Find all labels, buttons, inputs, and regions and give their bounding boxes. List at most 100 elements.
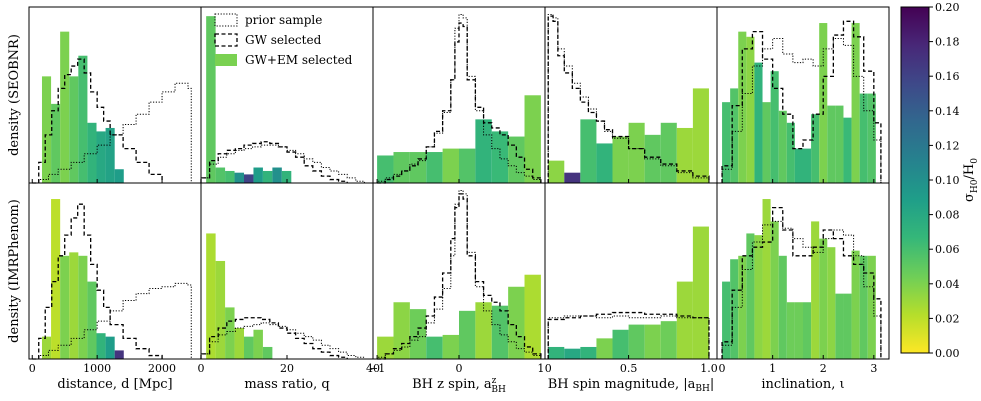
gw-selected-line — [377, 193, 542, 360]
histogram-bar — [676, 127, 693, 183]
histogram-bar — [746, 233, 755, 359]
histogram-bar — [225, 307, 235, 359]
prior-sample-line — [721, 38, 882, 183]
colorbar-label: σH0/H0 — [962, 158, 980, 202]
panel-seobnr-col4 — [716, 6, 890, 184]
histogram-bar — [262, 170, 273, 183]
colorbar-label-tail: /H — [962, 164, 977, 180]
x-axis-label-col3: BH spin magnitude, |aBH| — [548, 377, 714, 394]
histogram-bar — [524, 274, 541, 359]
x-tick-label: 0 — [545, 362, 552, 375]
histogram-bar — [564, 348, 581, 359]
histogram-bar — [811, 221, 820, 359]
legend-label: prior sample — [245, 13, 322, 27]
histogram-bar — [225, 170, 235, 183]
legend-swatch-dashed — [214, 33, 238, 47]
panel-seobnr-col3 — [544, 6, 718, 184]
legend-entry: GW+EM selected — [215, 53, 353, 67]
colorbar-tick-label: 0.10 — [935, 174, 960, 187]
histogram-bar — [835, 293, 844, 359]
panel-imrphenom-col1: 0 20 40 — [198, 182, 380, 375]
panel-seobnr-col2 — [372, 6, 546, 184]
histogram-bar — [272, 167, 282, 183]
histogram-bar — [87, 122, 97, 183]
x-tick-label: 2 — [820, 362, 827, 375]
histogram-bar — [475, 119, 492, 183]
histogram-bar — [41, 336, 52, 359]
histogram-bar — [60, 255, 70, 359]
x-tick-label: 0 — [198, 362, 205, 375]
gw-selected-line — [200, 317, 348, 359]
histogram-bar — [114, 169, 124, 183]
histogram-bar — [548, 160, 565, 183]
histogram-bar — [851, 250, 860, 359]
x-tick-label: 1.0 — [700, 362, 718, 375]
colorbar-tick-label: 0.02 — [935, 312, 960, 325]
x-tick-label: 1 — [537, 362, 544, 375]
histogram-bar — [612, 329, 629, 359]
panel-imrphenom-col2: −1 0 1 — [369, 182, 546, 375]
histogram-bar — [508, 286, 525, 359]
histogram-bar — [722, 102, 731, 183]
histogram-bar — [730, 259, 739, 359]
histogram-bar — [409, 152, 427, 183]
histogram-bar — [69, 76, 79, 183]
panel-imrphenom-col0: 0 1000 2000 — [28, 182, 202, 375]
prior-sample-line — [32, 82, 192, 184]
histogram-bar — [867, 255, 876, 359]
gw-selected-line — [200, 141, 348, 183]
histogram-bar — [96, 131, 106, 183]
histogram-bar — [69, 252, 79, 359]
x-tick-label: 1000 — [83, 362, 111, 375]
histogram-bar — [393, 302, 410, 359]
histogram-bar — [722, 281, 731, 359]
x-tick-label: −1 — [369, 362, 385, 375]
histogram-bar — [660, 122, 677, 183]
histogram-bar — [41, 76, 52, 183]
histogram-bar — [754, 62, 763, 183]
histogram-bar — [426, 336, 443, 359]
histogram-bar — [234, 172, 244, 183]
histogram-bar — [827, 247, 836, 359]
x-tick-label: 40 — [366, 362, 380, 375]
histogram-bar — [644, 324, 661, 359]
x-tick-label: 2000 — [148, 362, 176, 375]
histogram-bar — [762, 199, 771, 359]
x-tick-label: 0 — [456, 362, 463, 375]
histogram-bar — [105, 336, 115, 359]
histogram-bar — [215, 260, 226, 359]
gw-selected-line — [721, 20, 882, 183]
gw-selected-line — [547, 15, 710, 183]
histogram-bar — [692, 226, 709, 359]
histogram-bar — [786, 302, 795, 359]
colorbar-tick-label: 0.06 — [935, 243, 960, 256]
histogram-bar — [244, 336, 254, 359]
panel-seobnr-col0 — [28, 6, 202, 184]
prior-sample-line — [547, 13, 710, 183]
colorbar-tick-label: 0.18 — [935, 36, 960, 49]
histogram-bar — [851, 23, 860, 183]
x-tick-label: 1 — [769, 362, 776, 375]
histogram-bar — [596, 143, 613, 183]
histogram-bar — [548, 346, 565, 359]
colorbar-label-main: σ — [962, 193, 977, 202]
histogram-bar — [612, 136, 629, 183]
histogram-bar — [426, 152, 443, 183]
legend-label: GW+EM selected — [245, 53, 353, 67]
legend-swatch-filled — [215, 54, 237, 66]
histogram-bar — [87, 281, 97, 359]
histogram-bar — [628, 122, 645, 183]
colorbar-tick-label: 0.12 — [935, 139, 960, 152]
histogram-bar — [253, 329, 263, 359]
histogram-bar — [524, 95, 541, 183]
legend-entry: GW selected — [214, 33, 322, 47]
histogram-bar — [60, 31, 70, 183]
panel-frame — [716, 182, 890, 360]
colorbar-label-sub: H0 — [970, 179, 980, 193]
histogram-bar — [564, 172, 581, 183]
histogram-bar — [580, 119, 597, 183]
histogram-bar — [393, 152, 410, 183]
histogram-bar — [786, 122, 795, 183]
histogram-bar — [819, 238, 828, 359]
